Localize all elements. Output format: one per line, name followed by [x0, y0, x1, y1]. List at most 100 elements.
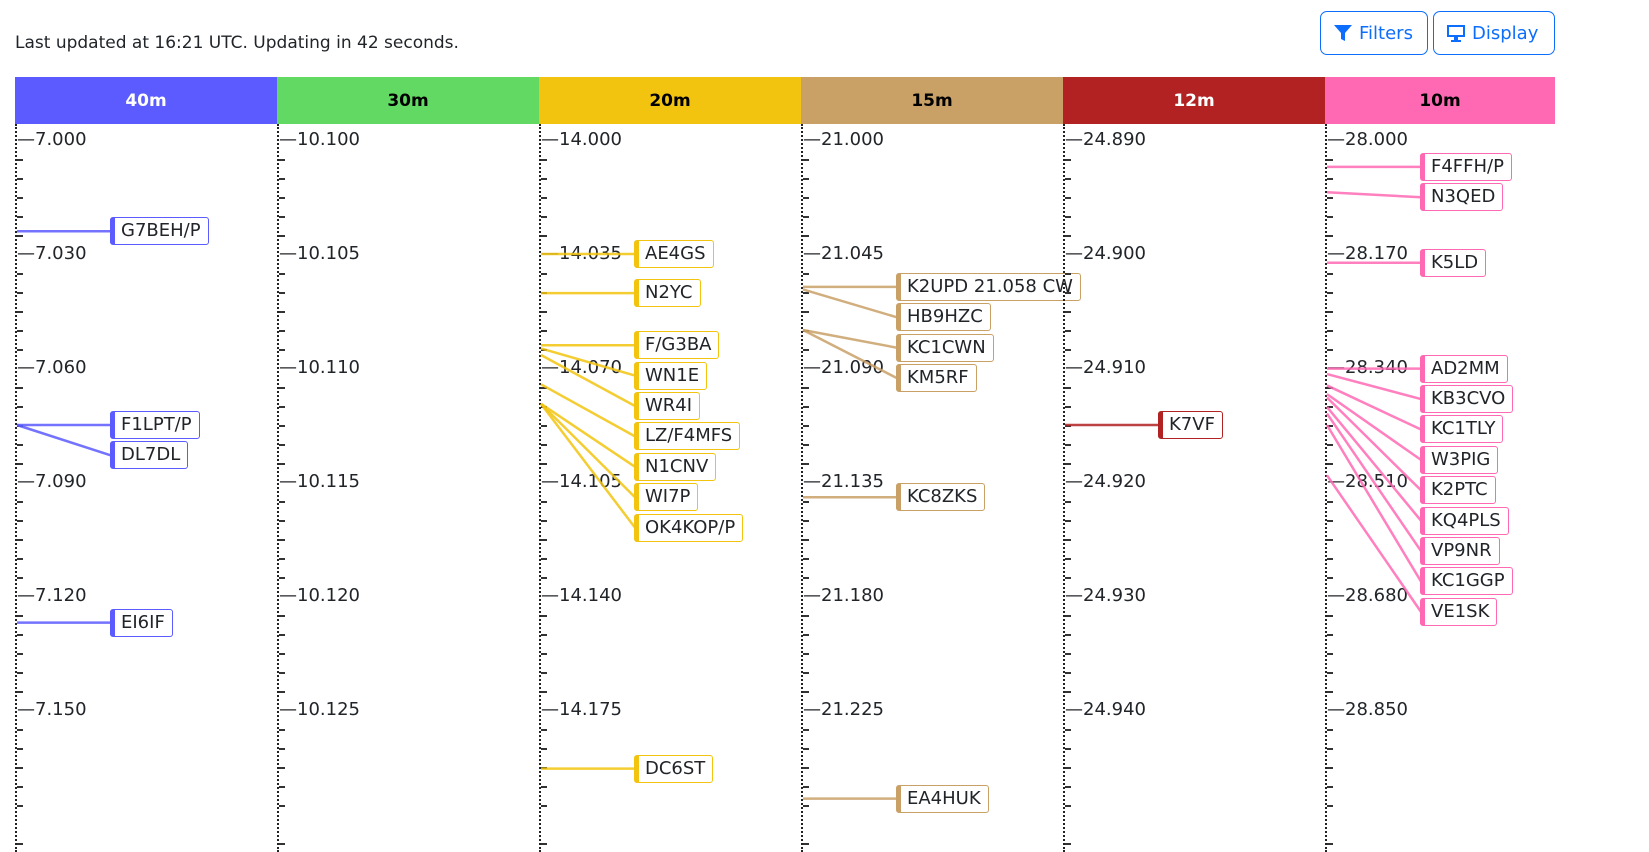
minor-tick	[279, 311, 285, 313]
minor-tick	[17, 539, 23, 541]
spot-label[interactable]: DC6ST	[634, 754, 714, 783]
minor-tick	[1065, 235, 1071, 237]
minor-tick	[1327, 805, 1333, 807]
band-header[interactable]: 12m	[1063, 77, 1325, 124]
band-header[interactable]: 40m	[15, 77, 277, 124]
display-label: Display	[1472, 22, 1539, 44]
filters-button[interactable]: Filters	[1320, 11, 1428, 55]
minor-tick	[17, 634, 23, 636]
spot-connector-line	[1325, 424, 1423, 583]
spot-label[interactable]: LZ/F4MFS	[634, 422, 741, 451]
minor-tick	[1065, 387, 1071, 389]
axis-tick-label: —21.045	[803, 243, 884, 264]
band-header[interactable]: 15m	[801, 77, 1063, 124]
band-header[interactable]: 10m	[1325, 77, 1555, 124]
minor-tick	[803, 615, 809, 617]
minor-tick	[803, 767, 809, 769]
spot-label[interactable]: N2YC	[634, 279, 701, 308]
spot-label[interactable]: K2PTC	[1420, 476, 1496, 505]
band-header[interactable]: 20m	[539, 77, 801, 124]
minor-tick	[541, 577, 547, 579]
minor-tick	[803, 273, 809, 275]
band-column-10m: 10m —28.000 —28.170 —28.340 —28.510 —28.680 —2…	[1325, 77, 1555, 852]
spot-label[interactable]: F1LPT/P	[110, 411, 200, 439]
minor-tick	[279, 159, 285, 161]
spot-label[interactable]: WI7P	[634, 483, 699, 512]
spot-label[interactable]: K2UPD 21.058 CW	[896, 272, 1081, 301]
minor-tick	[1327, 748, 1333, 750]
spot-label[interactable]: AD2MM	[1420, 354, 1508, 383]
minor-tick	[803, 672, 809, 674]
axis-tick-label: —7.090	[17, 471, 87, 492]
spot-connector-line	[1326, 191, 1422, 199]
spot-label[interactable]: F/G3BA	[634, 331, 720, 360]
spot-label[interactable]: OK4KOP/P	[634, 513, 744, 542]
spot-label[interactable]: KM5RF	[896, 364, 977, 393]
spot-label[interactable]: WN1E	[634, 361, 708, 390]
minor-tick	[279, 387, 285, 389]
minor-tick	[803, 653, 809, 655]
minor-tick	[1327, 729, 1333, 731]
minor-tick	[279, 463, 285, 465]
band-column-40m: 40m —7.000 —7.030 —7.060 —7.090 —7.120 —7.150 G…	[15, 77, 277, 852]
minor-tick	[1327, 615, 1333, 617]
minor-tick	[541, 634, 547, 636]
spot-label[interactable]: VP9NR	[1420, 537, 1500, 566]
minor-tick	[279, 767, 285, 769]
display-button[interactable]: Display	[1433, 11, 1555, 55]
minor-tick	[279, 786, 285, 788]
minor-tick	[541, 197, 547, 199]
axis-tick-label: —21.135	[803, 471, 884, 492]
minor-tick	[279, 197, 285, 199]
filters-label: Filters	[1359, 22, 1413, 44]
axis-tick-label: —10.110	[279, 357, 360, 378]
spot-label[interactable]: DL7DL	[110, 441, 189, 470]
spot-label[interactable]: W3PIG	[1420, 445, 1499, 474]
minor-tick	[279, 406, 285, 408]
minor-tick	[803, 748, 809, 750]
minor-tick	[17, 653, 23, 655]
spot-label[interactable]: K5LD	[1420, 248, 1487, 277]
minor-tick	[1327, 349, 1333, 351]
frequency-axis	[1063, 124, 1065, 852]
minor-tick	[541, 501, 547, 503]
spot-label[interactable]: N3QED	[1420, 183, 1504, 212]
spot-label[interactable]: G7BEH/P	[110, 217, 209, 246]
spot-label[interactable]: VE1SK	[1420, 597, 1498, 626]
spot-label[interactable]: N1CNV	[634, 452, 717, 481]
minor-tick	[1065, 729, 1071, 731]
minor-tick	[279, 843, 285, 845]
spot-label[interactable]: EI6IF	[110, 608, 173, 637]
minor-tick	[1065, 501, 1071, 503]
spot-connector-line	[802, 288, 898, 319]
axis-tick-label: —24.890	[1065, 129, 1146, 150]
minor-tick	[803, 786, 809, 788]
spot-label[interactable]: KC8ZKS	[896, 483, 986, 512]
minor-tick	[17, 292, 23, 294]
minor-tick	[541, 615, 547, 617]
spot-label[interactable]: KB3CVO	[1420, 385, 1514, 414]
minor-tick	[1327, 159, 1333, 161]
spot-label[interactable]: KC1GGP	[1420, 567, 1513, 596]
minor-tick	[17, 843, 23, 845]
minor-tick	[17, 159, 23, 161]
spot-connector-line	[802, 328, 898, 349]
axis-tick-label: —10.100	[279, 129, 360, 150]
minor-tick	[803, 235, 809, 237]
spot-label[interactable]: KQ4PLS	[1420, 506, 1509, 535]
spot-label[interactable]: KC1CWN	[896, 333, 994, 362]
spot-label[interactable]: WR4I	[634, 392, 701, 420]
minor-tick	[541, 558, 547, 560]
spot-label[interactable]: HB9HZC	[896, 303, 991, 332]
minor-tick	[803, 520, 809, 522]
minor-tick	[1065, 634, 1071, 636]
spot-label[interactable]: EA4HUK	[896, 784, 989, 813]
minor-tick	[17, 577, 23, 579]
spot-label[interactable]: F4FFH/P	[1420, 152, 1512, 181]
spot-label[interactable]: KC1TLY	[1420, 415, 1504, 444]
spot-label[interactable]: AE4GS	[634, 240, 714, 268]
minor-tick	[803, 216, 809, 218]
spot-label[interactable]: K7VF	[1158, 411, 1223, 439]
minor-tick	[541, 387, 547, 389]
band-header[interactable]: 30m	[277, 77, 539, 124]
